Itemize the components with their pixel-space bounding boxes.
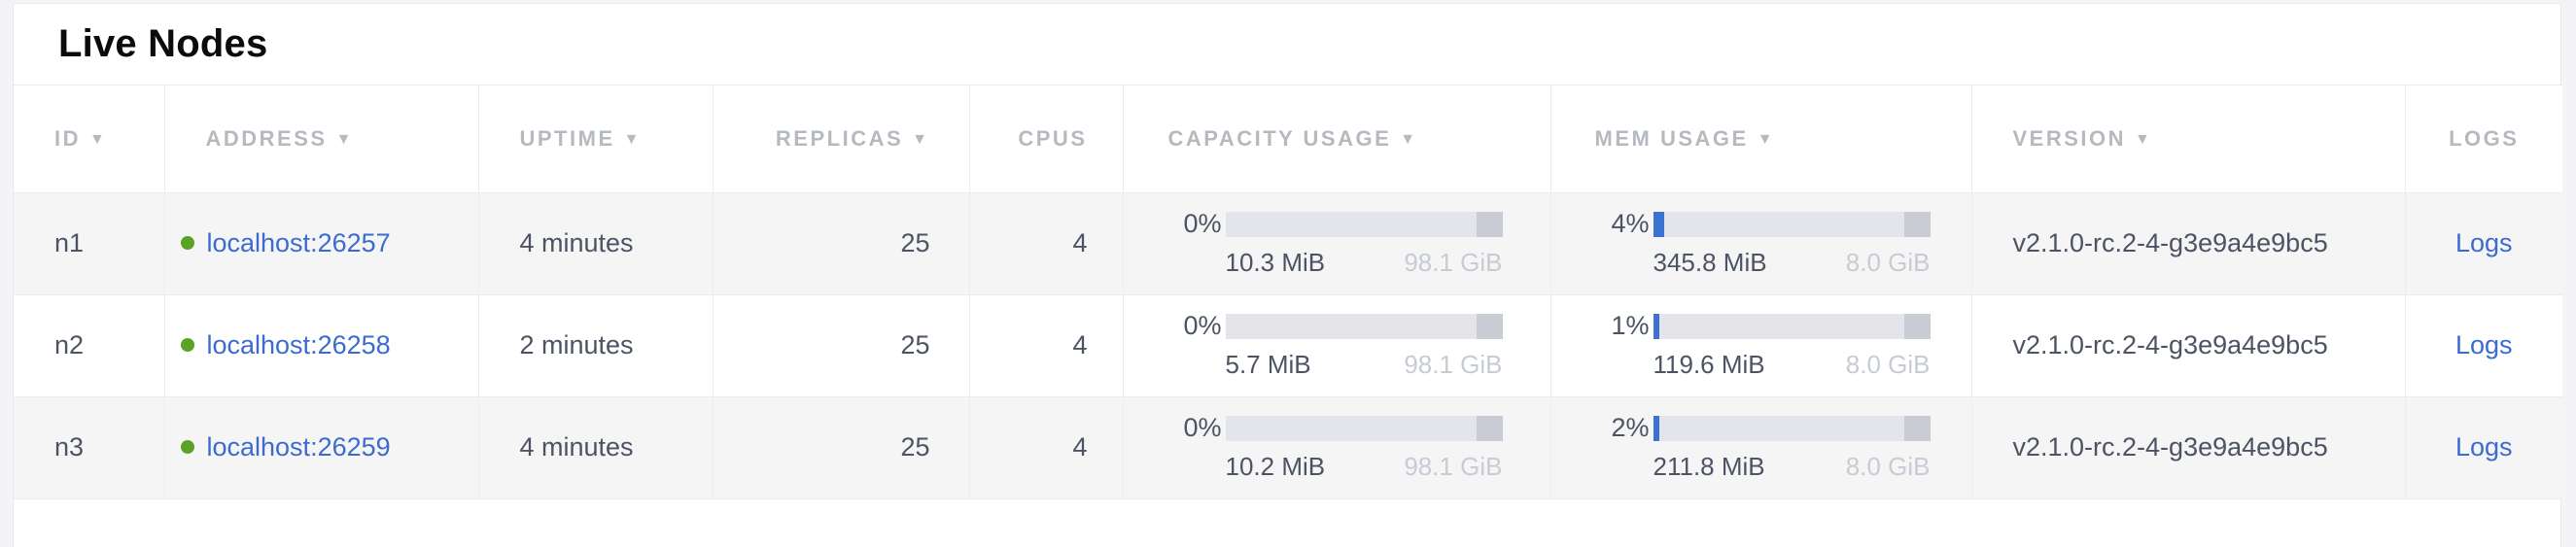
bar-fill: [1653, 415, 1659, 441]
capacity-usage-bar: [1225, 415, 1503, 441]
mem-used: 119.6 MiB: [1653, 350, 1765, 379]
bar-cap: [1903, 313, 1931, 339]
capacity-used: 10.3 MiB: [1225, 248, 1326, 277]
node-id: n3: [14, 396, 165, 498]
column-header-logs: LOGS: [2405, 85, 2562, 192]
column-header-replicas[interactable]: REPLICAS ▼: [713, 85, 970, 192]
live-nodes-table: ID ▼ ADDRESS ▼ UPTIME ▼ REPLICAS ▼ CPUS CAPA…: [14, 85, 2562, 499]
logs-link[interactable]: Logs: [2454, 330, 2513, 359]
node-address-link[interactable]: localhost:26259: [206, 432, 391, 462]
column-header-mem-usage[interactable]: MEM USAGE ▼: [1550, 85, 1972, 192]
bar-cap: [1476, 211, 1503, 237]
node-replicas: 25: [713, 192, 970, 294]
node-uptime: 2 minutes: [478, 294, 714, 396]
capacity-total: 98.1 GiB: [1404, 350, 1503, 379]
mem-used: 211.8 MiB: [1653, 452, 1765, 481]
mem-usage-cell: 1% 119.6 MiB 8.0 GiB: [1550, 294, 1972, 396]
mem-percent: 1%: [1611, 311, 1650, 340]
capacity-total: 98.1 GiB: [1404, 248, 1503, 277]
sort-desc-icon[interactable]: ▼: [623, 130, 642, 148]
mem-usage-cell: 2% 211.8 MiB 8.0 GiB: [1550, 396, 1972, 498]
mem-percent: 4%: [1611, 209, 1650, 238]
mem-percent: 2%: [1611, 413, 1650, 442]
sort-desc-icon[interactable]: ▼: [89, 130, 108, 148]
mem-total: 8.0 GiB: [1845, 350, 1931, 379]
column-header-id[interactable]: ID ▼: [14, 85, 165, 192]
capacity-used: 10.2 MiB: [1225, 452, 1326, 481]
mem-usage-cell: 4% 345.8 MiB 8.0 GiB: [1550, 192, 1972, 294]
node-id: n2: [14, 294, 165, 396]
live-nodes-panel: Live Nodes ID ▼ ADDRESS ▼ UPTIME ▼ REPLICAS…: [13, 3, 2562, 547]
bar-cap: [1903, 415, 1931, 441]
logs-link[interactable]: Logs: [2454, 228, 2513, 257]
column-header-cpus: CPUS: [969, 85, 1124, 192]
table-header-row: ID ▼ ADDRESS ▼ UPTIME ▼ REPLICAS ▼ CPUS CAPA…: [14, 85, 2562, 192]
node-live-icon: [180, 440, 194, 454]
node-id: n1: [14, 192, 165, 294]
capacity-usage-cell: 0% 10.2 MiB 98.1 GiB: [1123, 396, 1551, 498]
capacity-usage-bar: [1225, 313, 1503, 339]
mem-usage-bar: [1653, 313, 1931, 339]
capacity-total: 98.1 GiB: [1404, 452, 1503, 481]
page-title: Live Nodes: [14, 4, 2560, 85]
node-uptime: 4 minutes: [478, 192, 714, 294]
bar-cap: [1476, 313, 1503, 339]
node-version: v2.1.0-rc.2-4-g3e9a4e9bc5: [1971, 294, 2406, 396]
column-header-capacity-usage[interactable]: CAPACITY USAGE ▼: [1123, 85, 1551, 192]
node-address-cell: localhost:26257: [164, 192, 479, 294]
sort-desc-icon[interactable]: ▼: [1757, 130, 1776, 148]
capacity-used: 5.7 MiB: [1225, 350, 1311, 379]
node-live-icon: [180, 338, 194, 352]
capacity-usage-cell: 0% 5.7 MiB 98.1 GiB: [1123, 294, 1551, 396]
node-cpus: 4: [969, 294, 1124, 396]
node-address-link[interactable]: localhost:26257: [206, 228, 391, 257]
bar-fill: [1653, 211, 1664, 237]
sort-desc-icon[interactable]: ▼: [912, 130, 930, 148]
sort-desc-icon[interactable]: ▼: [335, 130, 354, 148]
table-row: n3 localhost:26259 4 minutes 25 4 0%: [14, 396, 2562, 498]
column-header-address[interactable]: ADDRESS ▼: [164, 85, 479, 192]
node-uptime: 4 minutes: [478, 396, 714, 498]
mem-usage-bar: [1653, 415, 1931, 441]
mem-total: 8.0 GiB: [1845, 248, 1931, 277]
mem-total: 8.0 GiB: [1845, 452, 1931, 481]
column-header-uptime[interactable]: UPTIME ▼: [478, 85, 714, 192]
sort-desc-icon[interactable]: ▼: [2135, 130, 2153, 148]
node-version: v2.1.0-rc.2-4-g3e9a4e9bc5: [1971, 396, 2406, 498]
table-row: n2 localhost:26258 2 minutes 25 4 0%: [14, 294, 2562, 396]
node-address-cell: localhost:26259: [164, 396, 479, 498]
node-live-icon: [180, 236, 194, 250]
capacity-usage-cell: 0% 10.3 MiB 98.1 GiB: [1123, 192, 1551, 294]
capacity-usage-bar: [1225, 211, 1503, 237]
column-header-version[interactable]: VERSION ▼: [1971, 85, 2406, 192]
bar-fill: [1653, 313, 1659, 339]
bar-cap: [1903, 211, 1931, 237]
sort-desc-icon[interactable]: ▼: [1400, 130, 1418, 148]
logs-cell: Logs: [2405, 294, 2562, 396]
mem-used: 345.8 MiB: [1653, 248, 1767, 277]
node-replicas: 25: [713, 396, 970, 498]
node-replicas: 25: [713, 294, 970, 396]
logs-cell: Logs: [2405, 396, 2562, 498]
mem-usage-bar: [1653, 211, 1931, 237]
capacity-percent: 0%: [1183, 209, 1222, 238]
bar-cap: [1476, 415, 1503, 441]
capacity-percent: 0%: [1183, 413, 1222, 442]
node-cpus: 4: [969, 192, 1124, 294]
node-address-cell: localhost:26258: [164, 294, 479, 396]
node-version: v2.1.0-rc.2-4-g3e9a4e9bc5: [1971, 192, 2406, 294]
table-row: n1 localhost:26257 4 minutes 25 4 0%: [14, 192, 2562, 294]
node-address-link[interactable]: localhost:26258: [206, 330, 391, 359]
logs-link[interactable]: Logs: [2454, 432, 2513, 462]
logs-cell: Logs: [2405, 192, 2562, 294]
node-cpus: 4: [969, 396, 1124, 498]
capacity-percent: 0%: [1183, 311, 1222, 340]
